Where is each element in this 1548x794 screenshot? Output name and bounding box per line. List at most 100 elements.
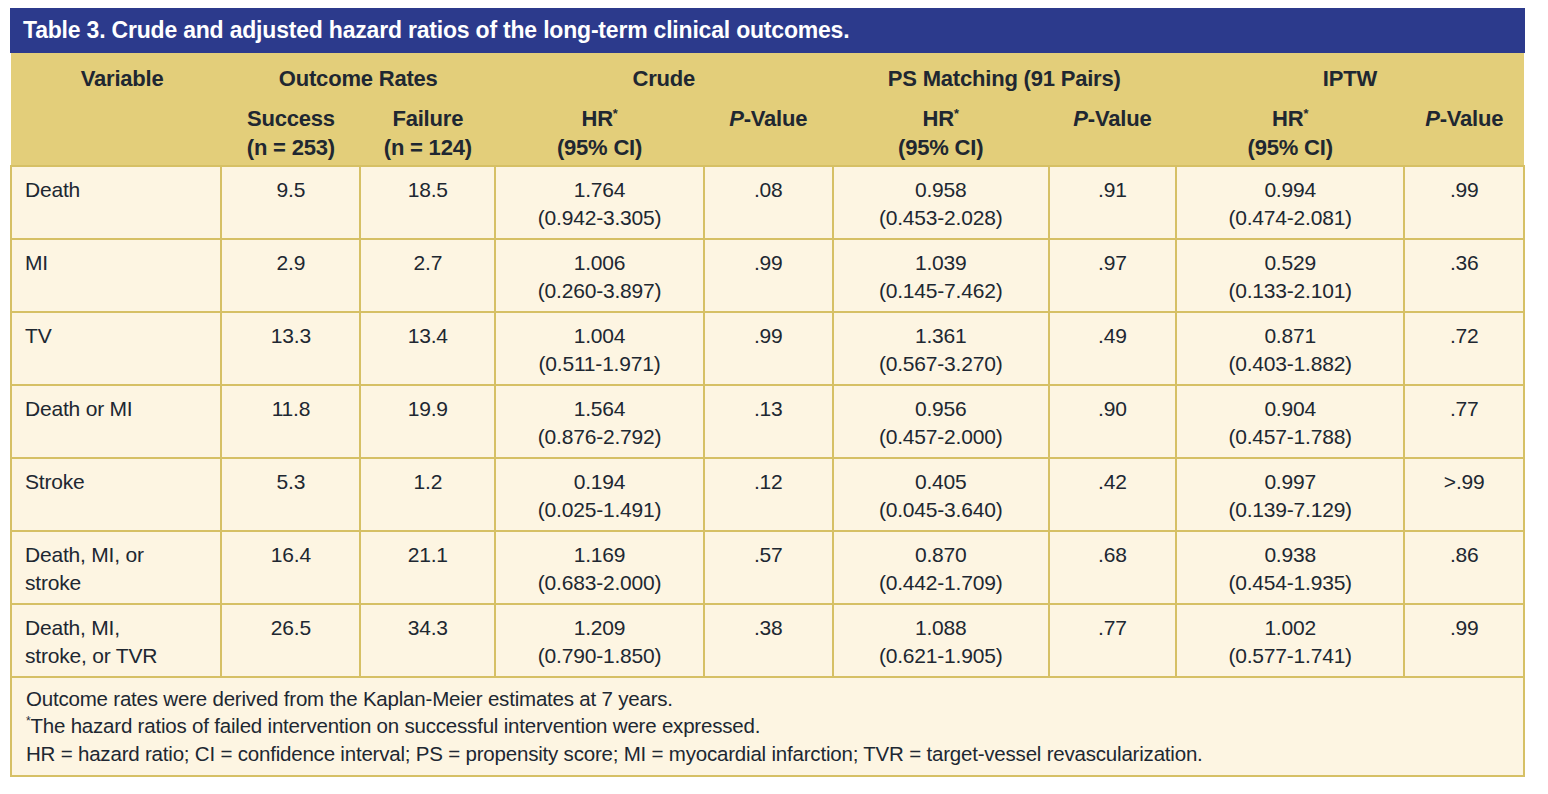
table-row-tv: TV 13.3 13.4 1.004 (0.511-1.971) .99 1.3…	[11, 312, 1524, 385]
hr-value: 0.529	[1178, 249, 1402, 277]
cell-crude-hr: 1.764 (0.942-3.305)	[495, 166, 704, 239]
ci-value: (0.457-1.788)	[1178, 423, 1402, 451]
cell-ps-p: .42	[1049, 458, 1176, 531]
cell-variable: Death or MI	[11, 385, 221, 458]
hr-value: 1.002	[1178, 614, 1402, 642]
ci-value: (0.045-3.640)	[835, 496, 1047, 524]
ci-value: (0.260-3.897)	[497, 277, 702, 305]
cell-variable: TV	[11, 312, 221, 385]
hr-value: 0.958	[835, 176, 1047, 204]
header-success-label: Success	[222, 104, 359, 133]
header-ps-hr: HR* (95% CI)	[833, 99, 1049, 166]
cell-ps-hr: 0.405 (0.045-3.640)	[833, 458, 1049, 531]
header-iptw-hr: HR* (95% CI)	[1176, 99, 1404, 166]
ci-value: (0.511-1.971)	[497, 350, 702, 378]
hr-value: 0.938	[1178, 541, 1402, 569]
hr-value: 1.209	[497, 614, 702, 642]
hr-value: 0.997	[1178, 468, 1402, 496]
table-row-death: Death 9.5 18.5 1.764 (0.942-3.305) .08 0…	[11, 166, 1524, 239]
header-crude-hr-label: HR*	[496, 104, 703, 133]
header-group-row: Variable Outcome Rates Crude PS Matching…	[11, 53, 1524, 99]
cell-crude-p: .13	[704, 385, 833, 458]
cell-crude-p: .38	[704, 604, 833, 677]
table-row-death-or-mi: Death or MI 11.8 19.9 1.564 (0.876-2.792…	[11, 385, 1524, 458]
cell-crude-hr: 1.169 (0.683-2.000)	[495, 531, 704, 604]
header-success-n: (n = 253)	[222, 133, 359, 162]
cell-crude-hr: 1.564 (0.876-2.792)	[495, 385, 704, 458]
cell-iptw-hr: 1.002 (0.577-1.741)	[1176, 604, 1404, 677]
cell-crude-p: .08	[704, 166, 833, 239]
cell-failure-rate: 19.9	[360, 385, 495, 458]
cell-ps-hr: 1.088 (0.621-1.905)	[833, 604, 1049, 677]
ci-value: (0.790-1.850)	[497, 642, 702, 670]
cell-ps-hr: 0.956 (0.457-2.000)	[833, 385, 1049, 458]
cell-ps-hr: 1.361 (0.567-3.270)	[833, 312, 1049, 385]
cell-ps-hr: 0.958 (0.453-2.028)	[833, 166, 1049, 239]
cell-iptw-p: .77	[1404, 385, 1524, 458]
pvalue-rest: -Value	[1088, 106, 1152, 131]
header-sub-row: Success (n = 253) Failure (n = 124) HR* …	[11, 99, 1524, 166]
cell-failure-rate: 2.7	[360, 239, 495, 312]
hr-asterisk: *	[954, 106, 959, 121]
cell-crude-p: .12	[704, 458, 833, 531]
pvalue-p: P	[729, 106, 743, 131]
hr-value: 1.088	[835, 614, 1047, 642]
page: Table 3. Crude and adjusted hazard ratio…	[0, 0, 1548, 794]
cell-iptw-hr: 0.871 (0.403-1.882)	[1176, 312, 1404, 385]
table-row-stroke: Stroke 5.3 1.2 0.194 (0.025-1.491) .12 0…	[11, 458, 1524, 531]
hr-value: 0.904	[1178, 395, 1402, 423]
header-group-outcome-rates: Outcome Rates	[221, 53, 495, 99]
header-crude-hr: HR* (95% CI)	[495, 99, 704, 166]
cell-iptw-p: .86	[1404, 531, 1524, 604]
cell-success-rate: 9.5	[221, 166, 360, 239]
cell-failure-rate: 1.2	[360, 458, 495, 531]
ci-value: (0.025-1.491)	[497, 496, 702, 524]
cell-iptw-p: .72	[1404, 312, 1524, 385]
header-iptw-ci-label: (95% CI)	[1177, 133, 1403, 162]
hr-value: 1.169	[497, 541, 702, 569]
cell-failure-rate: 21.1	[360, 531, 495, 604]
hr-value: 0.870	[835, 541, 1047, 569]
cell-crude-hr: 1.209 (0.790-1.850)	[495, 604, 704, 677]
cell-iptw-p: .36	[1404, 239, 1524, 312]
header-group-ps-matching: PS Matching (91 Pairs)	[833, 53, 1176, 99]
hr-value: 1.006	[497, 249, 702, 277]
hr-asterisk: *	[1303, 106, 1308, 121]
table-row-mi: MI 2.9 2.7 1.006 (0.260-3.897) .99 1.039…	[11, 239, 1524, 312]
header-ps-ci-label: (95% CI)	[834, 133, 1048, 162]
pvalue-p: P	[1425, 106, 1439, 131]
footnote-hazard-ratios: *The hazard ratios of failed interventio…	[26, 712, 1513, 739]
cell-success-rate: 2.9	[221, 239, 360, 312]
header-ps-hr-label: HR*	[834, 104, 1048, 133]
footnotes: Outcome rates were derived from the Kapl…	[11, 677, 1524, 776]
cell-crude-p: .57	[704, 531, 833, 604]
header-group-crude: Crude	[495, 53, 832, 99]
table-row-death-mi-stroke: Death, MI, or stroke 16.4 21.1 1.169 (0.…	[11, 531, 1524, 604]
cell-variable: Stroke	[11, 458, 221, 531]
cell-success-rate: 16.4	[221, 531, 360, 604]
table-footer: Outcome rates were derived from the Kapl…	[11, 677, 1524, 776]
header-crude-pvalue: P-Value	[704, 99, 833, 166]
ci-value: (0.457-2.000)	[835, 423, 1047, 451]
cell-variable: Death, MI, stroke, or TVR	[11, 604, 221, 677]
hr-value: 1.361	[835, 322, 1047, 350]
cell-success-rate: 11.8	[221, 385, 360, 458]
header-failure: Failure (n = 124)	[360, 99, 495, 166]
hr-value: 1.039	[835, 249, 1047, 277]
cell-variable: Death	[11, 166, 221, 239]
ci-value: (0.683-2.000)	[497, 569, 702, 597]
cell-ps-p: .90	[1049, 385, 1176, 458]
cell-crude-p: .99	[704, 312, 833, 385]
cell-ps-p: .97	[1049, 239, 1176, 312]
table-body: Death 9.5 18.5 1.764 (0.942-3.305) .08 0…	[11, 166, 1524, 677]
cell-crude-p: .99	[704, 239, 833, 312]
cell-crude-hr: 0.194 (0.025-1.491)	[495, 458, 704, 531]
ci-value: (0.474-2.081)	[1178, 204, 1402, 232]
hazard-ratios-table: Variable Outcome Rates Crude PS Matching…	[10, 53, 1525, 777]
ci-value: (0.454-1.935)	[1178, 569, 1402, 597]
cell-ps-p: .91	[1049, 166, 1176, 239]
cell-failure-rate: 34.3	[360, 604, 495, 677]
footnote-row: Outcome rates were derived from the Kapl…	[11, 677, 1524, 776]
cell-iptw-hr: 0.529 (0.133-2.101)	[1176, 239, 1404, 312]
hr-asterisk: *	[613, 106, 618, 121]
